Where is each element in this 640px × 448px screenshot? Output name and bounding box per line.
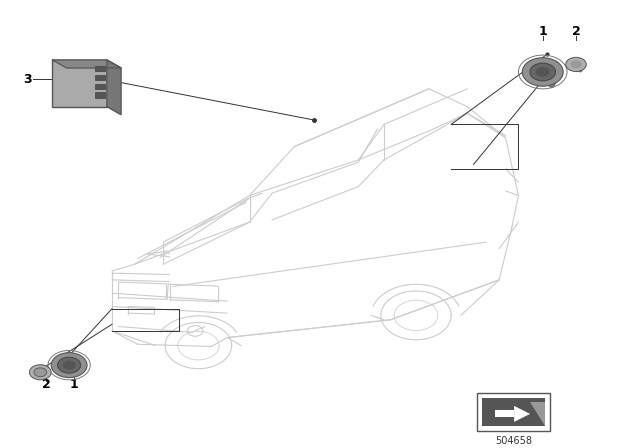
Bar	[482, 397, 545, 426]
Text: 3: 3	[24, 73, 32, 86]
Polygon shape	[107, 60, 121, 115]
Circle shape	[63, 361, 76, 370]
Bar	[95, 66, 105, 71]
Ellipse shape	[42, 366, 47, 379]
Circle shape	[51, 353, 87, 378]
Text: 1: 1	[538, 25, 547, 38]
Bar	[95, 83, 105, 89]
Circle shape	[536, 67, 550, 77]
Bar	[52, 60, 107, 107]
Text: 2: 2	[572, 25, 580, 38]
Text: 1: 1	[69, 378, 78, 391]
Polygon shape	[514, 406, 530, 422]
Circle shape	[570, 60, 582, 69]
Circle shape	[29, 365, 51, 380]
Circle shape	[566, 57, 586, 72]
Bar	[95, 75, 105, 80]
Text: 2: 2	[42, 378, 51, 391]
Circle shape	[522, 58, 563, 86]
Polygon shape	[530, 402, 545, 426]
Circle shape	[58, 357, 81, 373]
Bar	[95, 92, 105, 98]
Bar	[495, 410, 514, 418]
Circle shape	[34, 368, 47, 377]
Ellipse shape	[579, 61, 583, 72]
Bar	[477, 393, 550, 431]
Text: 504658: 504658	[495, 436, 532, 446]
Ellipse shape	[72, 355, 79, 375]
Circle shape	[530, 63, 556, 81]
Ellipse shape	[547, 65, 556, 87]
Polygon shape	[52, 60, 121, 68]
